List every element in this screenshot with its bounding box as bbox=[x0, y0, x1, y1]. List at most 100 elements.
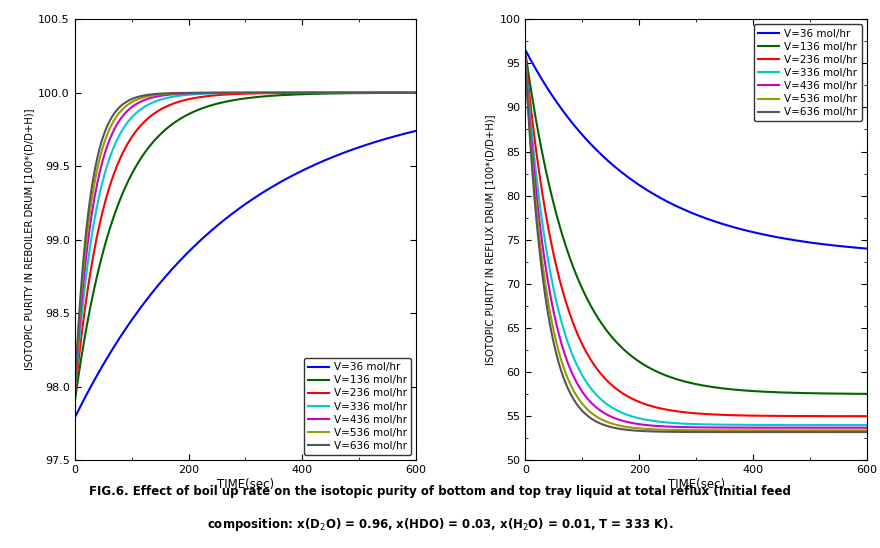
Line: V=36 mol/hr: V=36 mol/hr bbox=[75, 131, 416, 418]
V=636 mol/hr bbox=[400, 89, 411, 96]
V=436 mol/hr bbox=[226, 89, 237, 96]
Line: V=336 mol/hr: V=336 mol/hr bbox=[75, 93, 416, 394]
V=236 mol/hr bbox=[862, 413, 872, 419]
V=336 mol/hr bbox=[226, 90, 237, 96]
V=236 mol/hr bbox=[852, 413, 862, 419]
V=636 mol/hr bbox=[70, 388, 80, 395]
Line: V=136 mol/hr: V=136 mol/hr bbox=[525, 53, 867, 394]
Line: V=236 mol/hr: V=236 mol/hr bbox=[525, 56, 867, 416]
V=536 mol/hr bbox=[852, 427, 862, 433]
V=336 mol/hr bbox=[852, 422, 862, 429]
V=636 mol/hr bbox=[520, 60, 531, 67]
V=636 mol/hr bbox=[401, 89, 412, 96]
V=436 mol/hr bbox=[852, 424, 862, 431]
V=136 mol/hr bbox=[226, 97, 237, 104]
V=136 mol/hr bbox=[401, 89, 412, 96]
V=536 mol/hr bbox=[226, 89, 237, 96]
V=336 mol/hr bbox=[677, 420, 687, 427]
V=36 mol/hr bbox=[789, 237, 800, 243]
V=436 mol/hr bbox=[338, 89, 348, 96]
V=136 mol/hr bbox=[862, 391, 872, 397]
V=436 mol/hr bbox=[400, 89, 411, 96]
V=636 mol/hr bbox=[677, 429, 687, 435]
V=236 mol/hr bbox=[789, 413, 800, 419]
V=336 mol/hr bbox=[70, 391, 80, 397]
V=536 mol/hr bbox=[789, 427, 800, 433]
V=436 mol/hr bbox=[538, 244, 548, 251]
V=536 mol/hr bbox=[852, 427, 862, 433]
V=36 mol/hr bbox=[852, 244, 862, 251]
V=536 mol/hr bbox=[411, 89, 422, 96]
V=136 mol/hr bbox=[686, 380, 697, 386]
V=136 mol/hr bbox=[789, 390, 800, 396]
V=36 mol/hr bbox=[226, 211, 237, 218]
V=236 mol/hr bbox=[411, 89, 422, 96]
Line: V=236 mol/hr: V=236 mol/hr bbox=[75, 93, 416, 397]
V=636 mol/hr bbox=[411, 89, 422, 96]
V=336 mol/hr bbox=[401, 89, 412, 96]
V=236 mol/hr bbox=[401, 89, 412, 96]
V=436 mol/hr bbox=[686, 424, 697, 431]
V=336 mol/hr bbox=[338, 89, 348, 96]
V=36 mol/hr bbox=[338, 150, 348, 156]
V=636 mol/hr bbox=[852, 429, 862, 435]
V=136 mol/hr bbox=[677, 378, 687, 384]
Line: V=136 mol/hr: V=136 mol/hr bbox=[75, 93, 416, 402]
V=136 mol/hr bbox=[538, 153, 548, 159]
Line: V=536 mol/hr: V=536 mol/hr bbox=[75, 93, 416, 391]
V=436 mol/hr bbox=[87, 208, 98, 215]
V=236 mol/hr bbox=[520, 53, 531, 60]
V=536 mol/hr bbox=[236, 89, 246, 96]
Y-axis label: ISOTOPIC PURITY IN REFLUX DRUM [100*(D/D+H)]: ISOTOPIC PURITY IN REFLUX DRUM [100*(D/D… bbox=[486, 115, 495, 365]
V=536 mol/hr bbox=[70, 388, 80, 395]
V=336 mol/hr bbox=[862, 422, 872, 429]
Line: V=636 mol/hr: V=636 mol/hr bbox=[75, 93, 416, 391]
V=36 mol/hr bbox=[70, 414, 80, 421]
V=436 mol/hr bbox=[852, 424, 862, 431]
X-axis label: TIME(sec): TIME(sec) bbox=[217, 478, 274, 491]
V=236 mol/hr bbox=[236, 90, 246, 97]
V=236 mol/hr bbox=[686, 410, 697, 416]
V=636 mol/hr bbox=[852, 429, 862, 435]
V=436 mol/hr bbox=[70, 390, 80, 396]
V=236 mol/hr bbox=[338, 89, 348, 96]
Line: V=336 mol/hr: V=336 mol/hr bbox=[525, 59, 867, 425]
V=36 mol/hr bbox=[411, 128, 422, 134]
V=636 mol/hr bbox=[789, 429, 800, 435]
V=36 mol/hr bbox=[401, 130, 412, 136]
V=136 mol/hr bbox=[87, 295, 98, 301]
V=536 mol/hr bbox=[87, 193, 98, 200]
V=536 mol/hr bbox=[520, 59, 531, 66]
V=36 mol/hr bbox=[852, 244, 862, 251]
V=236 mol/hr bbox=[87, 258, 98, 265]
V=536 mol/hr bbox=[538, 262, 548, 269]
Line: V=536 mol/hr: V=536 mol/hr bbox=[525, 62, 867, 430]
V=336 mol/hr bbox=[852, 422, 862, 429]
V=36 mol/hr bbox=[236, 204, 246, 210]
V=36 mol/hr bbox=[686, 209, 697, 216]
V=36 mol/hr bbox=[862, 246, 872, 252]
V=636 mol/hr bbox=[226, 89, 237, 96]
V=236 mol/hr bbox=[677, 409, 687, 415]
V=436 mol/hr bbox=[520, 58, 531, 64]
Legend: V=36 mol/hr, V=136 mol/hr, V=236 mol/hr, V=336 mol/hr, V=436 mol/hr, V=536 mol/h: V=36 mol/hr, V=136 mol/hr, V=236 mol/hr,… bbox=[754, 25, 862, 122]
V=536 mol/hr bbox=[400, 89, 411, 96]
V=436 mol/hr bbox=[411, 89, 422, 96]
V=336 mol/hr bbox=[789, 422, 800, 429]
Text: FIG.6. Effect of boil up rate on the isotopic purity of bottom and top tray liqu: FIG.6. Effect of boil up rate on the iso… bbox=[89, 485, 791, 498]
V=636 mol/hr bbox=[338, 89, 348, 96]
V=436 mol/hr bbox=[236, 89, 246, 96]
V=636 mol/hr bbox=[538, 275, 548, 282]
V=36 mol/hr bbox=[520, 47, 531, 53]
V=336 mol/hr bbox=[87, 230, 98, 236]
V=236 mol/hr bbox=[70, 394, 80, 401]
X-axis label: TIME(sec): TIME(sec) bbox=[668, 478, 724, 491]
V=636 mol/hr bbox=[686, 429, 697, 435]
V=36 mol/hr bbox=[538, 78, 548, 84]
Text: composition: x(D$_2$O) = 0.96, x(HDO) = 0.03, x(H$_2$O) = 0.01, T = 333 K).: composition: x(D$_2$O) = 0.96, x(HDO) = … bbox=[207, 516, 673, 533]
Line: V=36 mol/hr: V=36 mol/hr bbox=[525, 50, 867, 249]
V=336 mol/hr bbox=[400, 89, 411, 96]
V=36 mol/hr bbox=[400, 130, 411, 136]
V=136 mol/hr bbox=[400, 89, 411, 96]
V=136 mol/hr bbox=[852, 391, 862, 397]
